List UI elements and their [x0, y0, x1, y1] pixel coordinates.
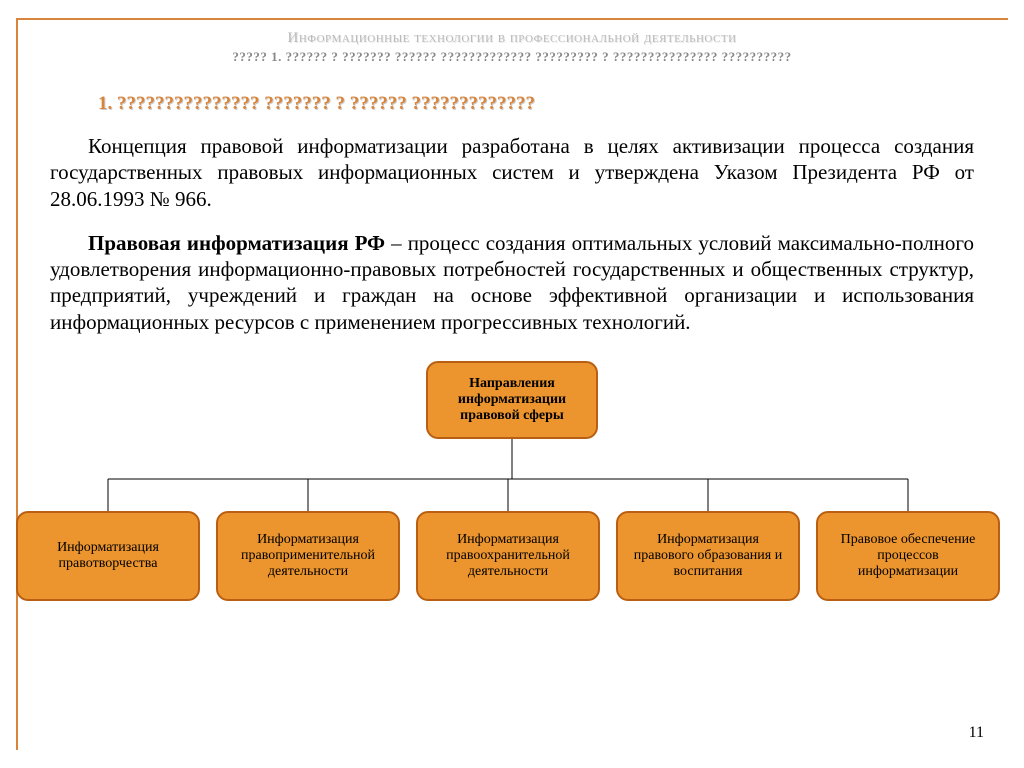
tree-leaf-label: Информатизация правового образования и в…: [626, 532, 790, 580]
paragraph-2-term: Правовая информатизация РФ: [88, 231, 385, 255]
section-heading: 1. ??????????????? ??????? ? ?????? ????…: [98, 93, 1024, 115]
tree-leaf-node: Правовое обеспечение процессов информати…: [816, 511, 1000, 601]
tree-root-node: Направления информатизации правовой сфер…: [426, 361, 598, 439]
tree-leaf-node: Информатизация правоприменительной деяте…: [216, 511, 400, 601]
slide-header: Информационные технологии в профессионал…: [0, 0, 1024, 65]
tree-leaf-label: Правовое обеспечение процессов информати…: [826, 532, 990, 580]
tree-root-label: Направления информатизации правовой сфер…: [434, 376, 590, 424]
tree-leaf-label: Информатизация правотворчества: [26, 540, 190, 572]
tree-diagram: Направления информатизации правовой сфер…: [0, 361, 1024, 621]
page-number: 11: [969, 724, 984, 742]
tree-leaf-node: Информатизация правоохранительной деятел…: [416, 511, 600, 601]
tree-leaf-label: Информатизация правоохранительной деятел…: [426, 532, 590, 580]
tree-leaf-node: Информатизация правотворчества: [16, 511, 200, 601]
tree-leaf-label: Информатизация правоприменительной деяте…: [226, 532, 390, 580]
paragraph-1-text: Концепция правовой информатизации разраб…: [50, 134, 974, 211]
tree-leaf-row: Информатизация правотворчества Информатиз…: [16, 511, 1024, 601]
paragraph-2: Правовая информатизация РФ – процесс соз…: [50, 230, 974, 335]
frame-top: [16, 18, 1008, 20]
paragraph-1: Концепция правовой информатизации разраб…: [50, 133, 974, 212]
slide: Информационные технологии в профессионал…: [0, 0, 1024, 768]
header-title: Информационные технологии в профессионал…: [0, 30, 1024, 47]
tree-leaf-node: Информатизация правового образования и в…: [616, 511, 800, 601]
header-subtitle: ????? 1. ?????? ? ??????? ?????? ???????…: [0, 49, 1024, 65]
